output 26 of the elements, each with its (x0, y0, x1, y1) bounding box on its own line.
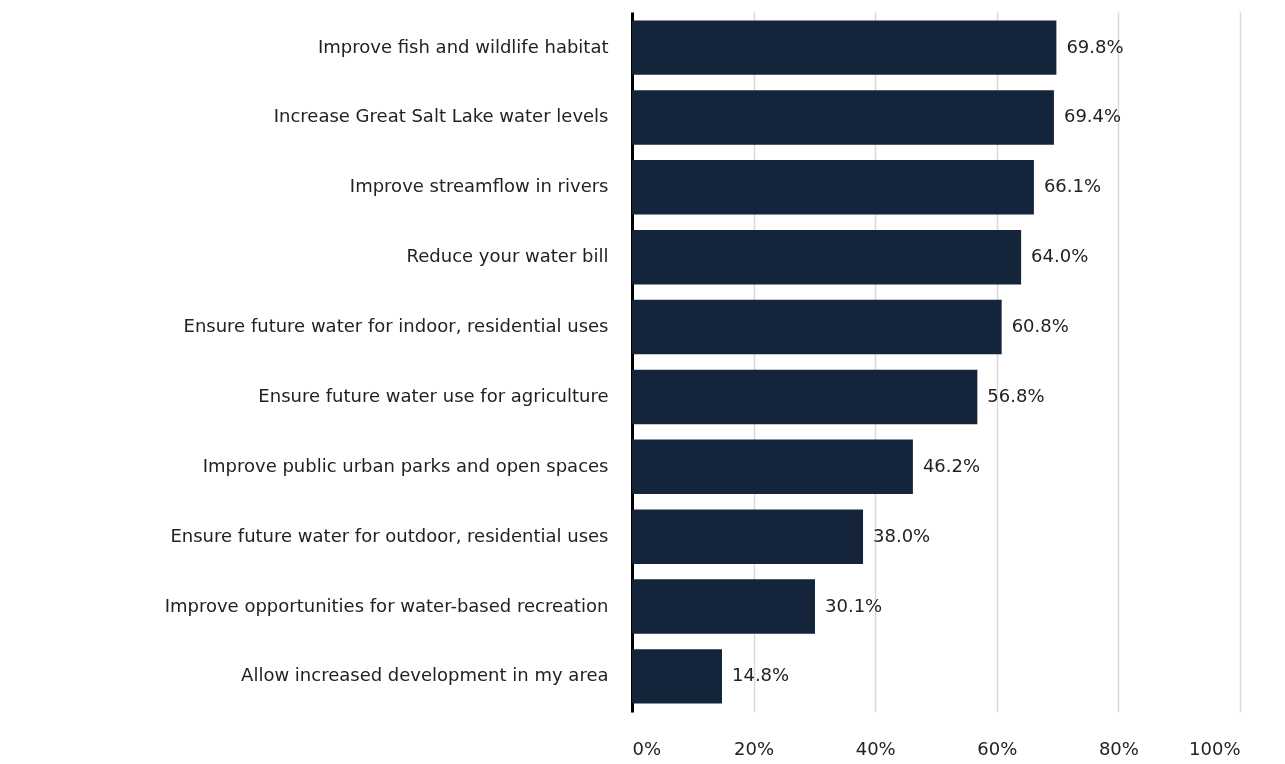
x-tick-label: 60% (977, 737, 1018, 759)
data-label: 69.4% (1063, 105, 1122, 127)
data-label: 38.0% (873, 524, 931, 546)
y-tick-label: Reduce your water bill (406, 245, 609, 267)
y-tick-label: Improve opportunities for water-based recreation (164, 594, 609, 616)
data-label: 69.8% (1066, 35, 1124, 57)
y-tick-label: Ensure future water use for agriculture (258, 384, 609, 406)
data-label: 56.8% (987, 384, 1045, 406)
x-tick-label: 100% (1189, 737, 1241, 759)
data-label: 64.0% (1031, 245, 1089, 267)
x-tick-label: 80% (1098, 737, 1139, 759)
y-tick-label: Allow increased development in my area (241, 664, 609, 686)
x-tick-label: 20% (734, 737, 775, 759)
y-tick-label: Improve fish and wildlife habitat (318, 35, 609, 57)
y-tick-label: Improve public urban parks and open spaces (202, 454, 609, 476)
data-label: 66.1% (1043, 175, 1102, 197)
data-label: 46.2% (922, 454, 981, 476)
y-tick-label: Increase Great Salt Lake water levels (273, 105, 609, 127)
x-tick-label: 0% (632, 737, 662, 759)
y-tick-label: Improve streamflow in rivers (349, 175, 609, 197)
y-tick-label: Ensure future water for outdoor, residential uses (170, 524, 609, 546)
y-tick-label: Ensure future water for indoor, residential uses (183, 315, 609, 337)
data-label: 14.8% (731, 664, 790, 686)
x-tick-label: 40% (855, 737, 896, 759)
data-label: 30.1% (825, 594, 883, 616)
data-label: 60.8% (1011, 315, 1069, 337)
